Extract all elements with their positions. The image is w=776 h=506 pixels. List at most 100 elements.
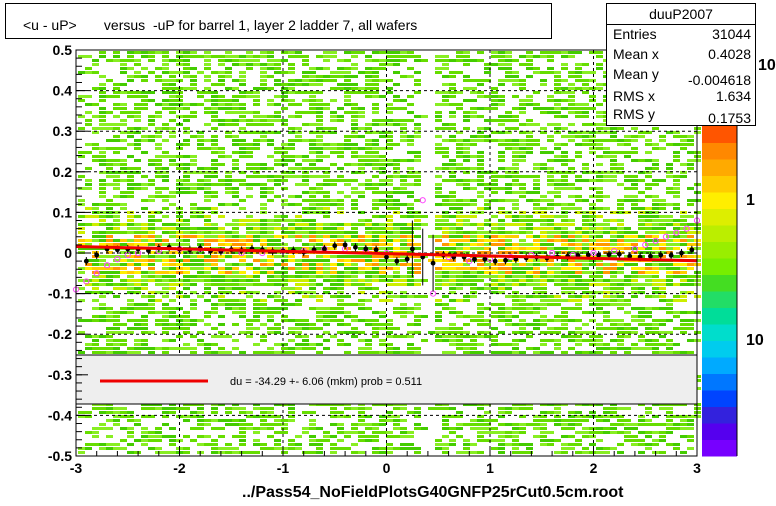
heatmap-cell	[218, 303, 225, 306]
heatmap-cell	[113, 339, 120, 342]
heatmap-cell	[533, 327, 540, 330]
heatmap-cell	[92, 115, 99, 118]
heatmap-cell	[344, 415, 351, 418]
heatmap-cell	[498, 343, 505, 346]
heatmap-cell	[414, 235, 421, 238]
heatmap-cell	[344, 147, 351, 150]
heatmap-cell	[288, 347, 295, 350]
heatmap-cell	[204, 435, 211, 438]
heatmap-cell	[253, 87, 260, 90]
heatmap-cell	[435, 443, 442, 446]
heatmap-cell	[652, 227, 659, 230]
heatmap-cell	[505, 435, 512, 438]
heatmap-cell	[575, 259, 582, 262]
heatmap-cell	[519, 83, 526, 86]
heatmap-cell	[330, 115, 337, 118]
heatmap-cell	[624, 263, 631, 266]
heatmap-cell	[344, 435, 351, 438]
heatmap-cell	[575, 243, 582, 246]
heatmap-cell	[449, 195, 456, 198]
heatmap-cell	[365, 75, 372, 78]
heatmap-cell	[134, 223, 141, 226]
heatmap-cell	[540, 431, 547, 434]
heatmap-cell	[631, 187, 638, 190]
heatmap-cell	[470, 107, 477, 110]
heatmap-cell	[407, 227, 414, 230]
heatmap-cell	[211, 235, 218, 238]
heatmap-cell	[400, 183, 407, 186]
heatmap-cell	[463, 203, 470, 206]
heatmap-cell	[211, 259, 218, 262]
heatmap-cell	[274, 299, 281, 302]
heatmap-cell	[547, 239, 554, 242]
heatmap-cell	[610, 227, 617, 230]
heatmap-cell	[134, 255, 141, 258]
heatmap-cell	[554, 423, 561, 426]
heatmap-cell	[281, 219, 288, 222]
heatmap-cell	[561, 323, 568, 326]
heatmap-cell	[421, 315, 428, 318]
heatmap-cell	[603, 147, 610, 150]
heatmap-cell	[260, 79, 267, 82]
heatmap-cell	[547, 303, 554, 306]
heatmap-cell	[512, 119, 519, 122]
heatmap-cell	[176, 263, 183, 266]
heatmap-cell	[393, 311, 400, 314]
heatmap-cell	[85, 223, 92, 226]
heatmap-cell	[204, 55, 211, 58]
heatmap-cell	[533, 55, 540, 58]
heatmap-cell	[141, 187, 148, 190]
heatmap-cell	[568, 131, 575, 134]
heatmap-cell	[155, 271, 162, 274]
heatmap-cell	[435, 247, 442, 250]
heatmap-cell	[106, 123, 113, 126]
heatmap-cell	[197, 275, 204, 278]
heatmap-cell	[225, 103, 232, 106]
heatmap-cell	[449, 159, 456, 162]
heatmap-cell	[659, 203, 666, 206]
heatmap-cell	[323, 271, 330, 274]
heatmap-cell	[316, 111, 323, 114]
heatmap-cell	[365, 267, 372, 270]
heatmap-cell	[393, 175, 400, 178]
heatmap-cell	[379, 351, 386, 354]
heatmap-cell	[176, 59, 183, 62]
heatmap-cell	[414, 243, 421, 246]
heatmap-cell	[218, 291, 225, 294]
heatmap-cell	[225, 255, 232, 258]
heatmap-cell	[435, 143, 442, 146]
heatmap-cell	[316, 247, 323, 250]
heatmap-cell	[148, 415, 155, 418]
heatmap-cell	[78, 175, 85, 178]
heatmap-cell	[253, 259, 260, 262]
heatmap-cell	[456, 331, 463, 334]
heatmap-cell	[435, 103, 442, 106]
heatmap-cell	[603, 219, 610, 222]
heatmap-cell	[260, 195, 267, 198]
heatmap-cell	[463, 115, 470, 118]
heatmap-cell	[288, 203, 295, 206]
heatmap-cell	[442, 307, 449, 310]
heatmap-cell	[260, 263, 267, 266]
heatmap-cell	[239, 451, 246, 454]
heatmap-cell	[442, 163, 449, 166]
heatmap-cell	[568, 135, 575, 138]
heatmap-cell	[407, 231, 414, 234]
heatmap-cell	[344, 195, 351, 198]
heatmap-cell	[281, 263, 288, 266]
heatmap-cell	[239, 303, 246, 306]
heatmap-cell	[414, 303, 421, 306]
heatmap-cell	[442, 327, 449, 330]
heatmap-cell	[547, 259, 554, 262]
heatmap-cell	[400, 247, 407, 250]
heatmap-cell	[253, 279, 260, 282]
heatmap-cell	[589, 203, 596, 206]
heatmap-cell	[645, 327, 652, 330]
heatmap-cell	[106, 275, 113, 278]
heatmap-cell	[134, 279, 141, 282]
heatmap-cell	[484, 171, 491, 174]
heatmap-cell	[281, 287, 288, 290]
heatmap-cell	[554, 235, 561, 238]
heatmap-cell	[225, 87, 232, 90]
heatmap-cell	[554, 275, 561, 278]
